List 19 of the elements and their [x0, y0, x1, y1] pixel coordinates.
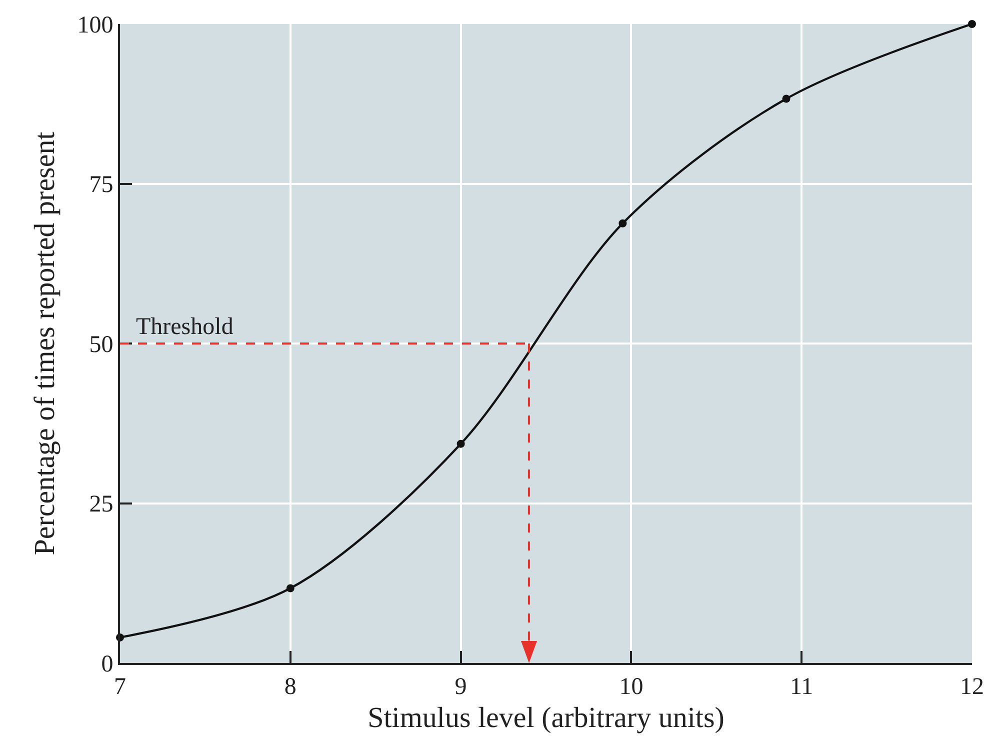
y-tick-label: 75: [89, 172, 114, 198]
x-tick-label: 12: [960, 674, 984, 700]
y-axis-title: Percentage of times reported present: [29, 132, 62, 556]
point: [968, 20, 976, 28]
x-tick-label: 8: [284, 674, 296, 700]
x-tick-label: 7: [114, 674, 126, 700]
x-tick-label: 11: [790, 674, 814, 700]
y-tick-label: 50: [89, 332, 114, 358]
point: [456, 440, 465, 448]
x-axis-title: Stimulus level (arbitrary units): [368, 702, 724, 734]
y-tick-label: 100: [77, 12, 114, 38]
point: [286, 584, 294, 592]
y-tick-label: 25: [89, 492, 114, 518]
point: [782, 94, 790, 103]
x-tick-label: 10: [619, 674, 644, 700]
x-tick-label: 9: [454, 674, 467, 700]
ref-line-label: Threshold: [136, 314, 234, 340]
y-tick-label: 0: [101, 651, 114, 678]
point: [618, 219, 627, 228]
